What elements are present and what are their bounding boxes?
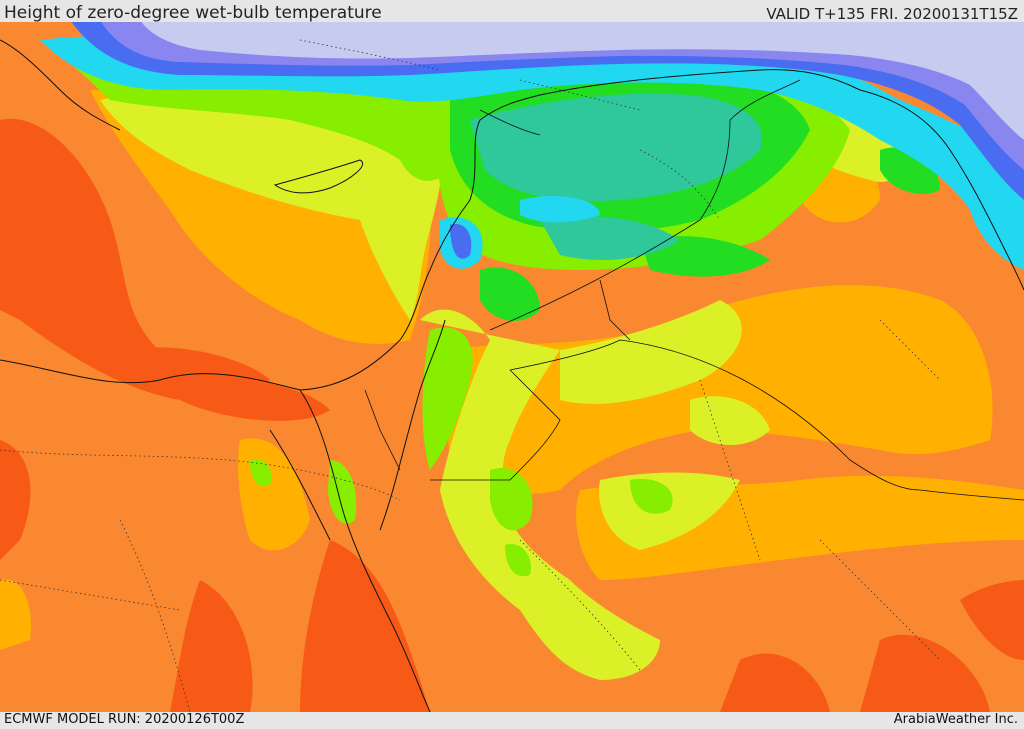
map-area[interactable] [0,20,1024,712]
credit-label: ArabiaWeather Inc. [893,712,1018,727]
field-yellow-green [100,87,909,680]
valid-time: VALID T+135 FRI. 20200131T15Z [766,5,1018,23]
field-cold-lavender [140,20,1024,140]
model-run-label: ECMWF MODEL RUN: 20200126T00Z [4,712,245,727]
admin-lines [0,39,941,712]
map-title: Height of zero-degree wet-bulb temperatu… [4,3,382,23]
header-bar: Height of zero-degree wet-bulb temperatu… [0,0,1024,23]
field-teal [470,93,762,260]
borders [364,79,1024,501]
field-red-orange [0,118,1024,712]
forecast-map [0,20,1024,712]
coastlines [0,39,1024,712]
footer-bar: ECMWF MODEL RUN: 20200126T00Z ArabiaWeat… [0,712,1024,729]
